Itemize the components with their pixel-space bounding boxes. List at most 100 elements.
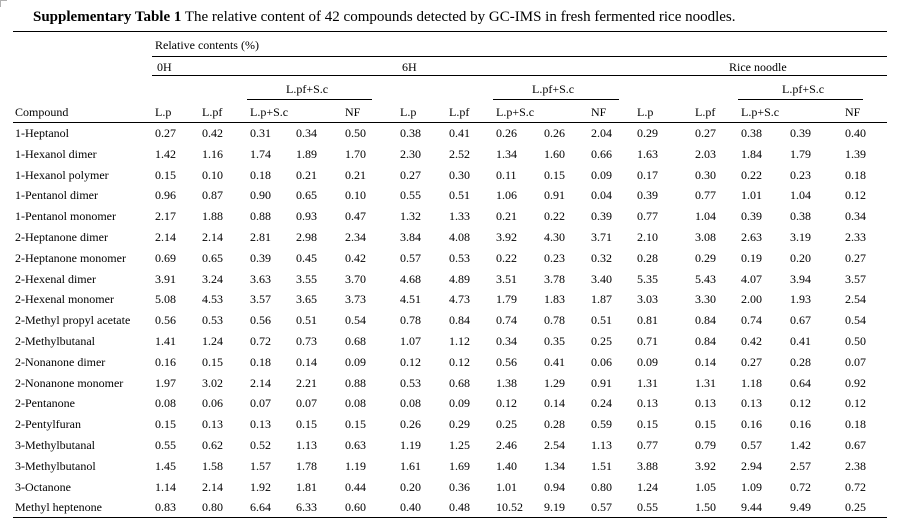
column-header: L.p [637,105,654,119]
cell-value: 0.78 [400,313,421,327]
cell-value: 0.68 [449,376,470,390]
cell-value: 0.18 [845,417,866,431]
cell-value: 0.15 [637,417,658,431]
cell-value: 0.12 [790,396,811,410]
cell-value: 1.89 [296,147,317,161]
cell-value: 0.06 [591,355,612,369]
cell-value: 0.28 [637,251,658,265]
compound-name: 2-Hexenal dimer [15,272,96,286]
cell-value: 1.69 [449,459,470,473]
column-header: NF [591,105,607,119]
cell-value: 1.34 [496,147,517,161]
table-top-rule [13,31,887,32]
cell-value: 2.03 [695,147,716,161]
cell-value: 1.70 [345,147,366,161]
cell-value: 1.84 [741,147,762,161]
page-corner-mark [0,0,7,7]
cell-value: 0.35 [544,334,565,348]
cell-value: 0.08 [345,396,366,410]
subgroup-header: L.pf+S.c [286,82,329,96]
cell-value: 1.14 [155,480,176,494]
column-header: L.pf [202,105,223,119]
cell-value: 1.04 [695,209,716,223]
cell-value: 1.31 [637,376,658,390]
cell-value: 2.46 [496,438,517,452]
cell-value: 1.83 [544,292,565,306]
cell-value: 0.18 [250,168,271,182]
cell-value: 10.52 [496,500,523,514]
cell-value: 0.39 [591,209,612,223]
cell-value: 9.49 [790,500,811,514]
cell-value: 3.57 [250,292,271,306]
cell-value: 0.71 [637,334,658,348]
cell-value: 6.33 [296,500,317,514]
cell-value: 0.08 [155,396,176,410]
cell-value: 0.53 [202,313,223,327]
cell-value: 1.58 [202,459,223,473]
cell-value: 0.56 [496,355,517,369]
cell-value: 2.34 [345,230,366,244]
cell-value: 0.51 [296,313,317,327]
cell-value: 4.73 [449,292,470,306]
cell-value: 2.21 [296,376,317,390]
cell-value: 1.24 [202,334,223,348]
cell-value: 0.14 [544,396,565,410]
cell-value: 0.65 [296,188,317,202]
cell-value: 2.14 [202,480,223,494]
cell-value: 1.79 [496,292,517,306]
cell-value: 0.20 [790,251,811,265]
cell-value: 0.41 [790,334,811,348]
cell-value: 0.19 [741,251,762,265]
cell-value: 0.12 [845,188,866,202]
cell-value: 3.88 [637,459,658,473]
cell-value: 2.94 [741,459,762,473]
compound-name: 2-Nonanone monomer [15,376,124,390]
cell-value: 1.13 [296,438,317,452]
cell-value: 1.79 [790,147,811,161]
cell-value: 3.78 [544,272,565,286]
cell-value: 2.30 [400,147,421,161]
cell-value: 0.74 [741,313,762,327]
cell-value: 0.41 [544,355,565,369]
cell-value: 0.67 [790,313,811,327]
cell-value: 5.08 [155,292,176,306]
cell-value: 0.12 [449,355,470,369]
cell-value: 0.15 [695,417,716,431]
cell-value: 4.30 [544,230,565,244]
cell-value: 1.18 [741,376,762,390]
cell-value: 2.63 [741,230,762,244]
compound-name: 2-Methylbutanal [15,334,95,348]
cell-value: 0.10 [202,168,223,182]
cell-value: 1.24 [637,480,658,494]
cell-value: 2.04 [591,126,612,140]
cell-value: 0.40 [845,126,866,140]
compound-name: 2-Pentanone [15,396,75,410]
cell-value: 0.68 [345,334,366,348]
cell-value: 0.94 [544,480,565,494]
cell-value: 0.55 [400,188,421,202]
cell-value: 0.13 [695,396,716,410]
cell-value: 0.07 [296,396,317,410]
cell-value: 0.15 [345,417,366,431]
relative-contents-header: Relative contents (%) [155,38,259,52]
cell-value: 0.79 [695,438,716,452]
cell-value: 0.31 [250,126,271,140]
cell-value: 0.15 [296,417,317,431]
cell-value: 0.22 [544,209,565,223]
cell-value: 0.09 [591,168,612,182]
cell-value: 0.30 [695,168,716,182]
cell-value: 0.28 [544,417,565,431]
compound-column-header: Compound [15,105,69,119]
cell-value: 0.29 [637,126,658,140]
cell-value: 3.03 [637,292,658,306]
cell-value: 1.63 [637,147,658,161]
cell-value: 0.18 [845,168,866,182]
cell-value: 0.14 [296,355,317,369]
cell-value: 2.54 [544,438,565,452]
cell-value: 4.89 [449,272,470,286]
cell-value: 0.42 [345,251,366,265]
cell-value: 0.08 [400,396,421,410]
subgroup-rule-rice-noodle [738,99,863,100]
cell-value: 0.47 [345,209,366,223]
cell-value: 3.92 [695,459,716,473]
